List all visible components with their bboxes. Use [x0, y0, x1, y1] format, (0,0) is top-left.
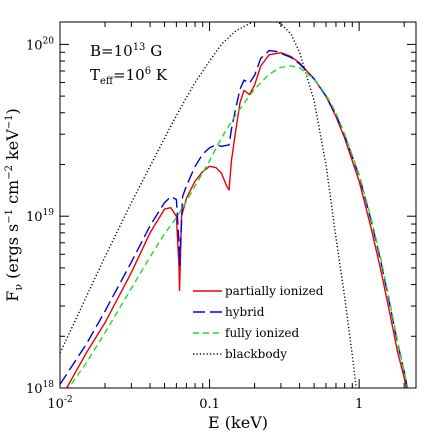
- tick-labels: 10-2 0.1 1 1018 1019 1020: [26, 36, 363, 412]
- axis-ticks: [59, 22, 416, 389]
- x-tick-label: 0.1: [199, 397, 220, 412]
- legend-label-hybrid: hybrid: [225, 305, 265, 319]
- y-tick-label: 1018: [26, 380, 54, 397]
- x-tick-label: 10-2: [47, 395, 72, 412]
- series-hybrid: [60, 49, 409, 388]
- y-tick-label: 1019: [26, 208, 54, 225]
- legend-label-fully-ionized: fully ionized: [225, 326, 299, 340]
- y-axis-label: Fν (ergs s−1 cm−2 keV−1): [3, 108, 25, 302]
- series-fully-ionized: [67, 65, 409, 388]
- x-axis-label: E (keV): [208, 413, 268, 432]
- parameter-annotations: B=1013 G Teff=106 K: [90, 42, 168, 87]
- legend-label-partially-ionized: partially ionized: [225, 284, 324, 298]
- legend-label-blackbody: blackbody: [225, 347, 287, 361]
- series-partially-ionized: [65, 51, 408, 388]
- series-layer: [60, 22, 409, 388]
- temperature-annotation: Teff=106 K: [90, 66, 168, 87]
- legend: partially ionized hybrid fully ionized blac…: [193, 284, 324, 361]
- magnetic-field-annotation: B=1013 G: [90, 42, 162, 60]
- plot-frame: [59, 21, 417, 389]
- x-tick-label: 1: [355, 397, 363, 412]
- y-tick-label: 1020: [26, 36, 54, 53]
